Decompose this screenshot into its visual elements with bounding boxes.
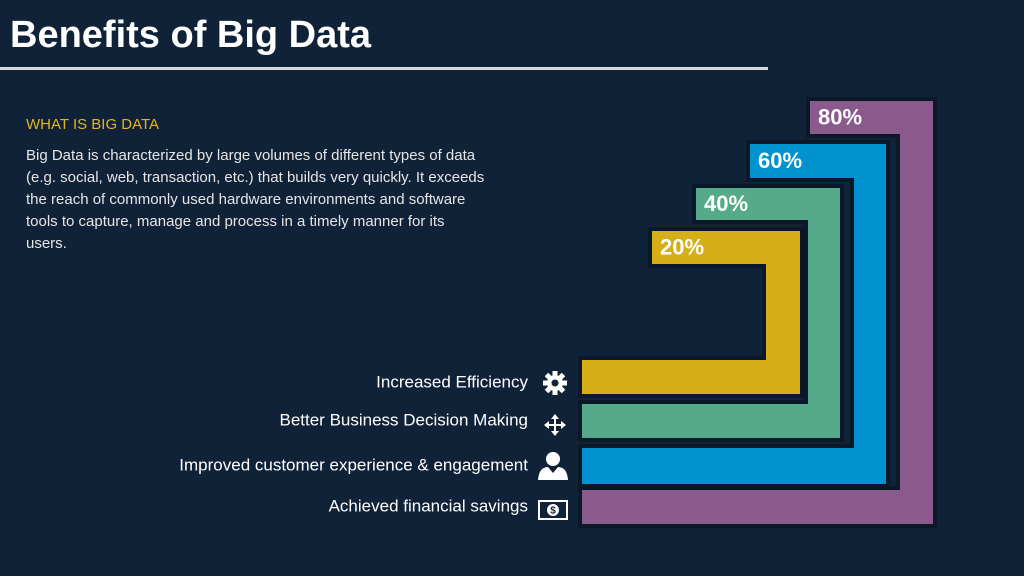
person-icon: [538, 452, 568, 480]
svg-text:$: $: [550, 506, 556, 517]
step-percent: 80%: [818, 104, 862, 129]
step-label: Increased Efficiency: [376, 372, 528, 391]
step-shape: [578, 227, 804, 398]
step-percent: 60%: [758, 148, 802, 173]
step-shape: [578, 140, 890, 488]
title-rule: [0, 67, 768, 70]
intro-text: Big Data is characterized by large volum…: [26, 147, 485, 252]
step-shape: [578, 184, 844, 442]
step-label: Improved customer experience & engagemen…: [179, 455, 528, 474]
step-label: Achieved financial savings: [329, 496, 528, 515]
step-percent: 20%: [660, 234, 704, 259]
move-icon: [544, 414, 566, 436]
slide-title: Benefits of Big Data: [10, 14, 372, 56]
intro-heading: WHAT IS BIG DATA: [26, 116, 160, 133]
gear-icon: [543, 371, 567, 395]
step-percent: 40%: [704, 191, 748, 216]
step-label: Better Business Decision Making: [279, 410, 528, 429]
money-icon: $: [538, 500, 568, 520]
icons: $: [538, 371, 568, 520]
